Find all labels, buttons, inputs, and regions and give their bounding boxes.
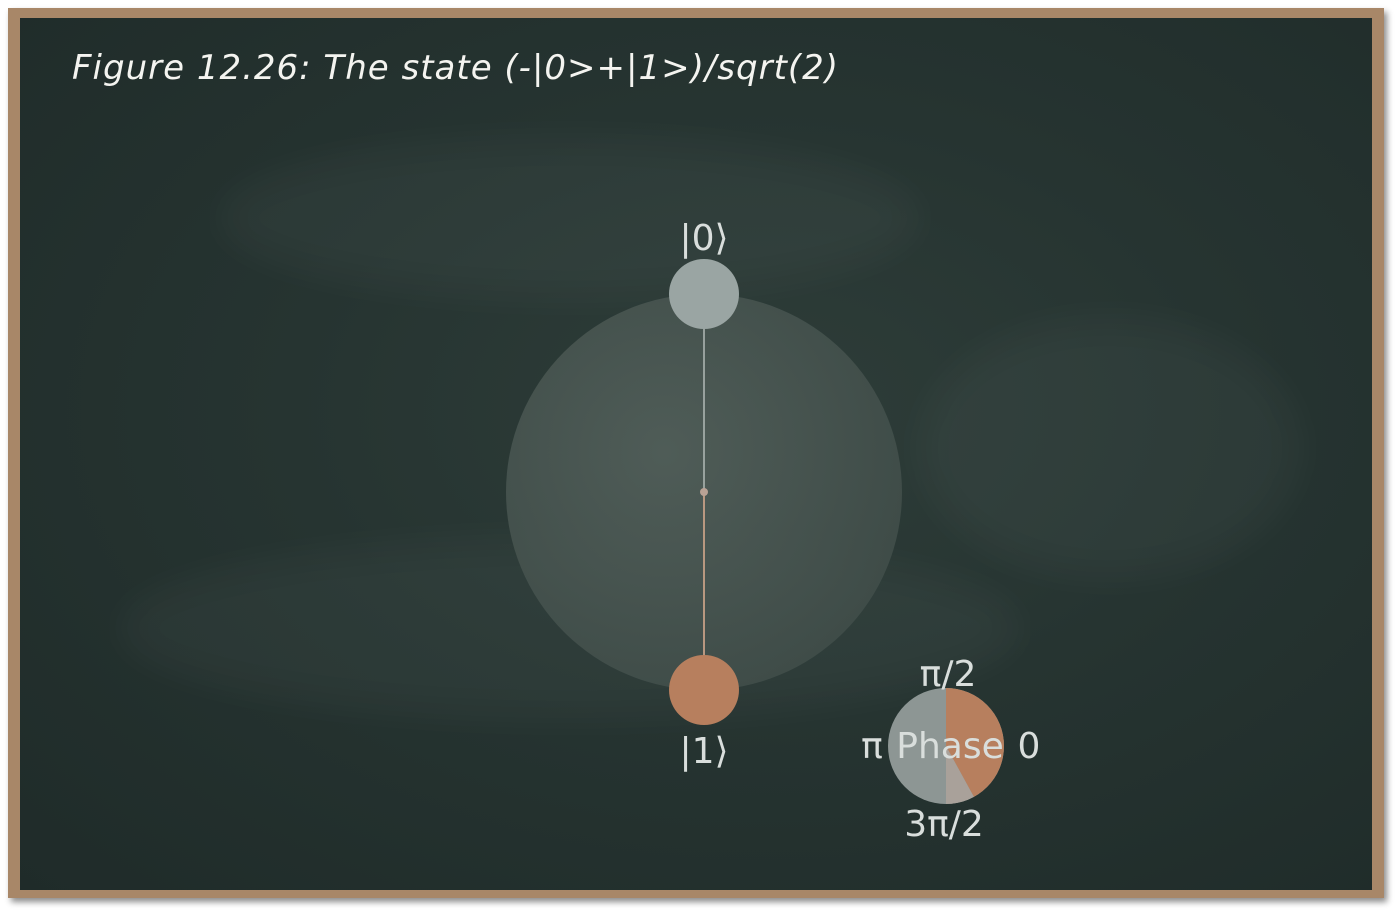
phase-tick-top: π/2 <box>920 654 977 695</box>
chalkboard: Figure 12.26: The state (-|0>+|1>)/sqrt(… <box>20 18 1372 890</box>
phase-label: Phase <box>896 726 1004 767</box>
figure-title: Figure 12.26: The state (-|0>+|1>)/sqrt(… <box>72 48 840 88</box>
phase-tick-bottom: 3π/2 <box>904 804 984 845</box>
phase-indicator: π/2 π Phase 0 3π/2 <box>861 654 1040 845</box>
phase-tick-left: π <box>861 726 883 767</box>
center-dot <box>700 488 708 496</box>
ket0-marker <box>669 259 739 329</box>
ket0-label: |0⟩ <box>679 218 728 259</box>
qubit-diagram: |0⟩ |1⟩ π/2 π Phase 0 3π/2 <box>506 218 1040 845</box>
chalkboard-frame: Figure 12.26: The state (-|0>+|1>)/sqrt(… <box>8 8 1384 898</box>
ket1-label: |1⟩ <box>679 731 728 772</box>
phase-tick-right: 0 <box>1018 726 1041 767</box>
ket1-marker <box>669 655 739 725</box>
